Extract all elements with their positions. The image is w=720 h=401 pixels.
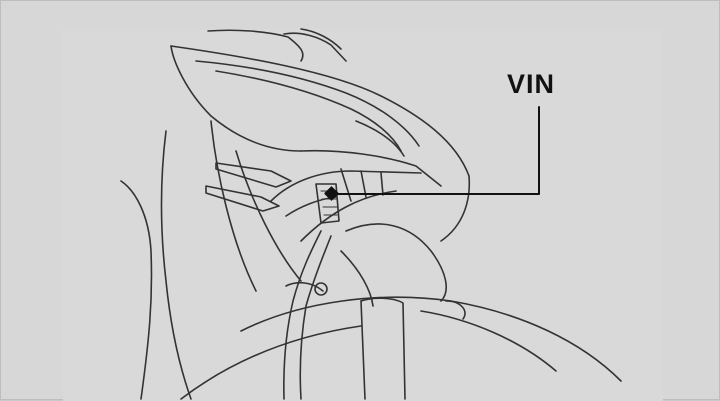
vin-label: VIN [507,69,556,99]
front-cowl [170,45,471,242]
handlebar-lines [207,28,347,62]
vent-slats [205,162,292,212]
callout-marker [324,186,339,201]
vin-callout [324,106,540,201]
side-fairing [120,120,302,400]
leader-line [335,106,540,195]
fork-and-hose [283,223,447,400]
front-wheel [180,296,622,400]
